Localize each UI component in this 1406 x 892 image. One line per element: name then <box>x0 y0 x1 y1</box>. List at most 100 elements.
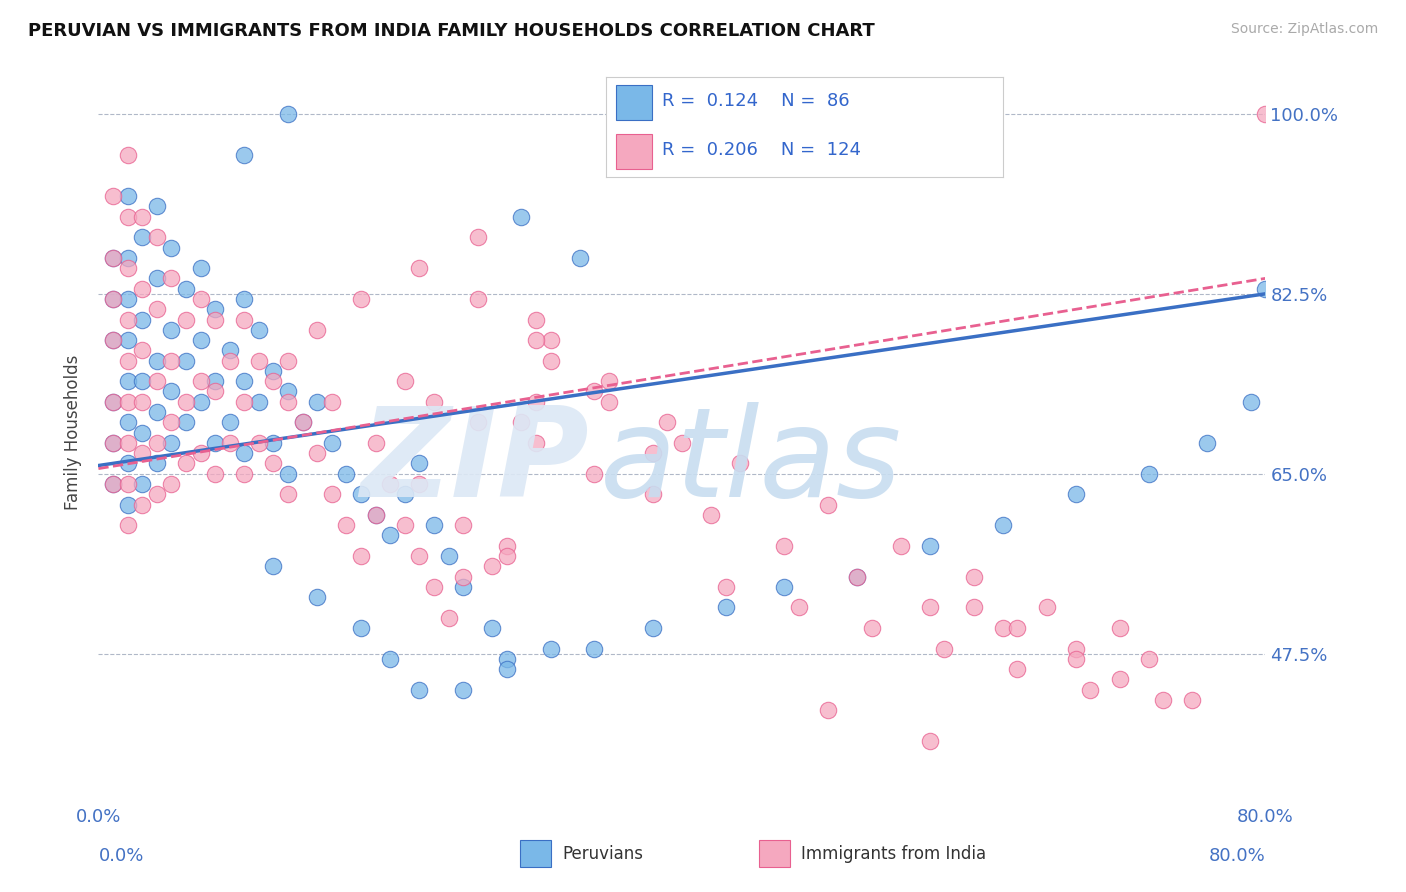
Point <box>1195 436 1218 450</box>
Point <box>934 641 956 656</box>
Point <box>1181 693 1204 707</box>
Point <box>174 282 197 296</box>
Point <box>190 333 212 347</box>
Point <box>277 487 299 501</box>
Point <box>962 600 984 615</box>
Point <box>146 271 169 285</box>
Point <box>437 610 460 624</box>
Text: PERUVIAN VS IMMIGRANTS FROM INDIA FAMILY HOUSEHOLDS CORRELATION CHART: PERUVIAN VS IMMIGRANTS FROM INDIA FAMILY… <box>28 22 875 40</box>
Point <box>204 374 226 388</box>
Point <box>1064 487 1087 501</box>
Point <box>277 467 299 481</box>
Text: ZIP: ZIP <box>360 401 589 523</box>
Point <box>364 508 387 522</box>
Point <box>117 353 139 368</box>
Point <box>394 518 416 533</box>
Point <box>307 590 329 604</box>
Point <box>408 261 430 276</box>
Point <box>496 549 519 563</box>
Point <box>540 353 562 368</box>
Text: Immigrants from India: Immigrants from India <box>801 845 987 863</box>
Point <box>890 539 912 553</box>
Point <box>481 621 503 635</box>
Point <box>131 498 153 512</box>
Point <box>277 107 299 121</box>
Point <box>467 292 489 306</box>
Point <box>233 148 256 162</box>
Point <box>1080 682 1102 697</box>
Point <box>350 487 373 501</box>
Point <box>101 394 124 409</box>
Point <box>262 559 284 574</box>
Point <box>146 302 169 317</box>
Point <box>817 703 839 717</box>
Text: Source: ZipAtlas.com: Source: ZipAtlas.com <box>1230 22 1378 37</box>
Point <box>583 467 606 481</box>
Point <box>190 446 212 460</box>
Point <box>1137 467 1160 481</box>
Point <box>131 343 153 358</box>
Point <box>583 384 606 399</box>
Point <box>146 405 169 419</box>
Point <box>1007 662 1029 676</box>
Point <box>1064 641 1087 656</box>
Point <box>321 394 343 409</box>
Point <box>962 569 984 583</box>
Point <box>204 384 226 399</box>
Point <box>277 394 299 409</box>
Point <box>350 549 373 563</box>
Point <box>1064 652 1087 666</box>
Point <box>160 477 183 491</box>
Point <box>233 312 256 326</box>
Point <box>174 457 197 471</box>
Point <box>510 415 533 429</box>
Point <box>1035 600 1057 615</box>
Point <box>117 477 139 491</box>
Point <box>321 436 343 450</box>
Point <box>408 457 430 471</box>
Point <box>481 559 503 574</box>
Point <box>524 333 547 347</box>
Point <box>190 292 212 306</box>
Point <box>380 528 402 542</box>
Point <box>321 487 343 501</box>
Point <box>174 353 197 368</box>
Point <box>277 384 299 399</box>
Point <box>350 292 373 306</box>
Point <box>117 251 139 265</box>
Point <box>146 353 169 368</box>
Point <box>160 415 183 429</box>
Point <box>437 549 460 563</box>
Point <box>730 457 752 471</box>
Point <box>101 477 124 491</box>
Point <box>773 539 796 553</box>
Point <box>160 271 183 285</box>
Point <box>307 323 329 337</box>
Point <box>598 394 620 409</box>
Point <box>467 415 489 429</box>
Point <box>1108 621 1130 635</box>
Point <box>101 189 124 203</box>
Point <box>247 353 270 368</box>
Point <box>1007 621 1029 635</box>
Point <box>218 415 240 429</box>
Point <box>131 282 153 296</box>
Point <box>233 446 256 460</box>
Point <box>350 621 373 635</box>
Point <box>408 682 430 697</box>
Point <box>714 580 737 594</box>
Point <box>117 394 139 409</box>
Point <box>160 240 183 255</box>
Point <box>918 734 941 748</box>
Point <box>918 600 941 615</box>
Point <box>247 394 270 409</box>
Point <box>117 261 139 276</box>
Point <box>117 415 139 429</box>
Point <box>131 394 153 409</box>
Point <box>117 210 139 224</box>
Point <box>773 580 796 594</box>
Point <box>568 251 591 265</box>
Point <box>262 364 284 378</box>
Point <box>700 508 723 522</box>
Point <box>423 518 446 533</box>
